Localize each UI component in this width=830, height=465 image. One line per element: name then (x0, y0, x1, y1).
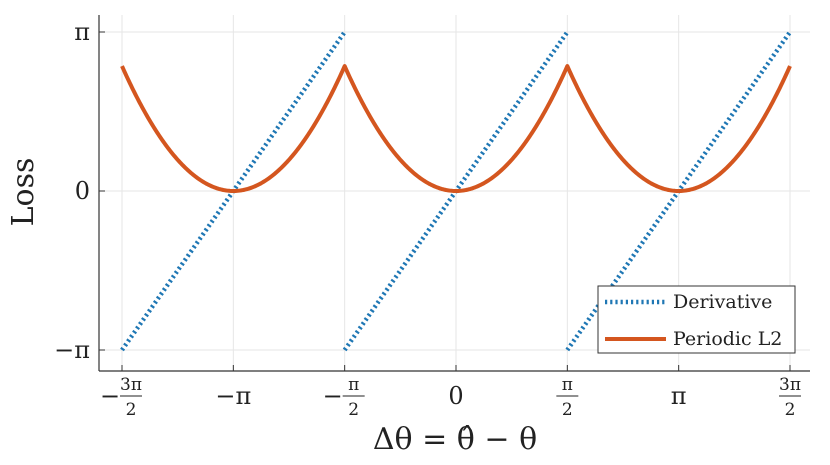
x-tick-label-2: − π 2 (323, 375, 365, 420)
series-layer (120, 30, 792, 352)
y-axis-title: Loss (6, 158, 41, 227)
x-tick-numerator-0: 3π (120, 375, 142, 395)
x-tick-label-6: 3π2 (779, 375, 801, 420)
x-tick-label-5: π (671, 382, 687, 410)
x-tick-sign-0: − (100, 382, 120, 410)
x-tick-numerator-4: π (562, 375, 573, 395)
legend-label-periodic-l2: Periodic L2 (673, 328, 782, 350)
x-tick-labels: −3π2 −π − π2 0 π2 π 3π2 (100, 375, 801, 420)
x-tick-denominator-4: 2 (562, 400, 573, 420)
y-tick-label-0: −π (54, 336, 90, 364)
legend-label-derivative: Derivative (673, 291, 772, 313)
y-tick-label-2: π (74, 18, 90, 46)
x-tick-sign-2: − (323, 382, 343, 410)
legend: Derivative Periodic L2 (597, 285, 796, 354)
axes (98, 15, 810, 372)
x-tick-denominator-0: 2 (126, 400, 137, 420)
y-tick-labels: −π 0 π (54, 18, 90, 364)
x-tick-numerator-2: π (348, 375, 359, 395)
x-tick-label-0: −3π 2 (100, 375, 142, 420)
x-tick-label-3: 0 (448, 382, 463, 410)
x-tick-denominator-2: 2 (348, 400, 359, 420)
x-tick-numerator-6: 3π (779, 375, 801, 395)
x-tick-label-4: π2 (556, 375, 579, 420)
y-tick-label-1: 0 (75, 177, 90, 205)
x-tick-label-1: −π (215, 382, 251, 410)
x-tick-denominator-6: 2 (785, 400, 796, 420)
legend-box (597, 285, 796, 354)
periodic-l2-line (120, 64, 792, 193)
x-axis-title: Δθ = θ̂ − θ (373, 422, 537, 457)
